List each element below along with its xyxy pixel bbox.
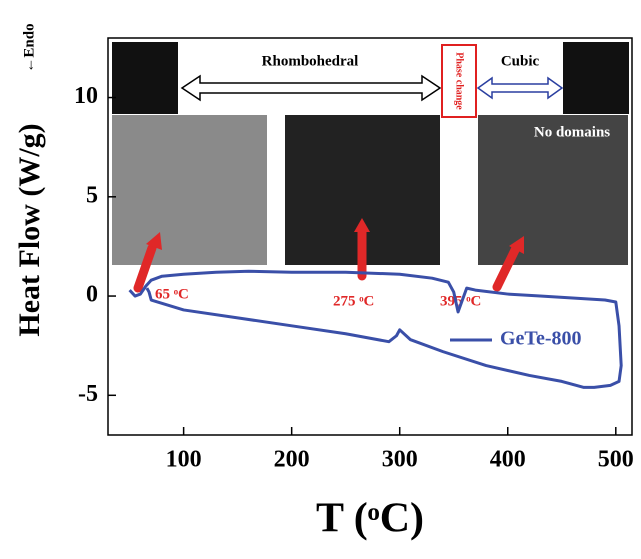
annotation: Phase change [454,52,465,110]
y-tick-label: -5 [78,381,98,407]
annotation: No domains [534,124,610,140]
endo-label: ←Endo [21,23,37,72]
annotation: Rhombohedral [262,53,359,69]
double-arrow [478,78,562,98]
diffraction-image [563,42,629,114]
y-tick-label: 5 [86,182,98,208]
y-axis-title: Heat Flow (W/g) [13,123,46,336]
annotation: 65 ᵒC [155,286,189,302]
x-tick-label: 300 [382,447,418,473]
double-arrow [182,76,440,100]
x-tick-label: 400 [490,447,526,473]
annotation: 275 ᵒC [333,293,374,309]
legend-label: GeTe-800 [500,328,581,350]
x-tick-label: 500 [598,447,634,473]
y-tick-label: 0 [86,282,98,308]
x-axis-title: T (ᵒC) [316,496,424,542]
tem-image [112,115,267,265]
x-tick-label: 100 [166,447,202,473]
y-tick-label: 10 [74,83,98,109]
x-tick-label: 200 [274,447,310,473]
annotation: Cubic [501,53,540,69]
diffraction-image [112,42,178,114]
chart: Rhombohedral Phase change Cubic No domai… [0,0,641,554]
